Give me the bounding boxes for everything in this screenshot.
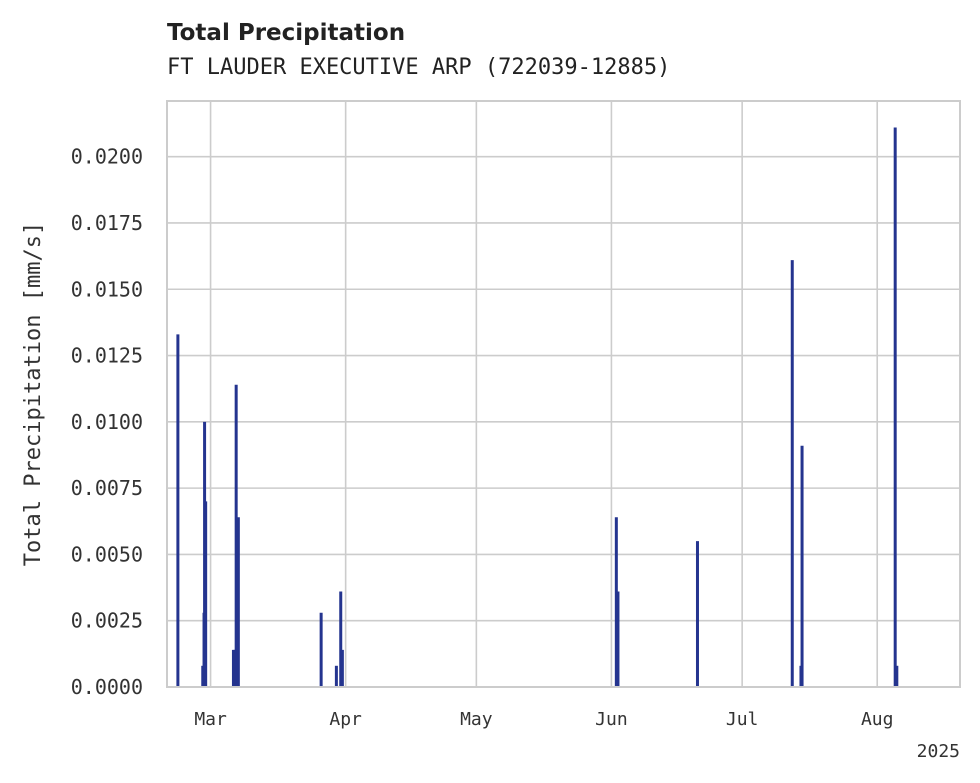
y-tick-label: 0.0200 — [71, 145, 143, 169]
chart-subtitle: FT LAUDER EXECUTIVE ARP (722039-12885) — [167, 55, 670, 80]
y-tick-label: 0.0100 — [71, 410, 143, 434]
x-axis-ticks: Mar Apr May Jun Jul Aug — [194, 709, 893, 730]
x-axis-year-offset: 2025 — [917, 741, 960, 762]
x-tick-label: May — [460, 709, 493, 730]
y-tick-label: 0.0150 — [71, 277, 143, 301]
y-tick-label: 0.0075 — [71, 476, 143, 500]
y-tick-label: 0.0050 — [71, 542, 143, 566]
gridlines — [167, 101, 960, 688]
y-axis-label: Total Precipitation [mm/s] — [21, 222, 46, 566]
y-axis-ticks: 0.0000 0.0025 0.0050 0.0075 0.0100 0.0125 0.01… — [71, 145, 143, 699]
x-tick-label: Mar — [194, 709, 227, 730]
x-tick-label: Apr — [329, 709, 362, 730]
y-tick-label: 0.0025 — [71, 609, 143, 633]
x-tick-label: Jul — [726, 709, 759, 730]
x-tick-label: Aug — [861, 709, 894, 730]
x-tick-label: Jun — [595, 709, 628, 730]
data-bars — [176, 127, 899, 687]
y-tick-label: 0.0000 — [71, 675, 143, 699]
chart-title: Total Precipitation — [167, 20, 405, 46]
plot-frame — [166, 100, 961, 688]
y-tick-label: 0.0175 — [71, 211, 143, 235]
y-tick-label: 0.0125 — [71, 344, 143, 368]
